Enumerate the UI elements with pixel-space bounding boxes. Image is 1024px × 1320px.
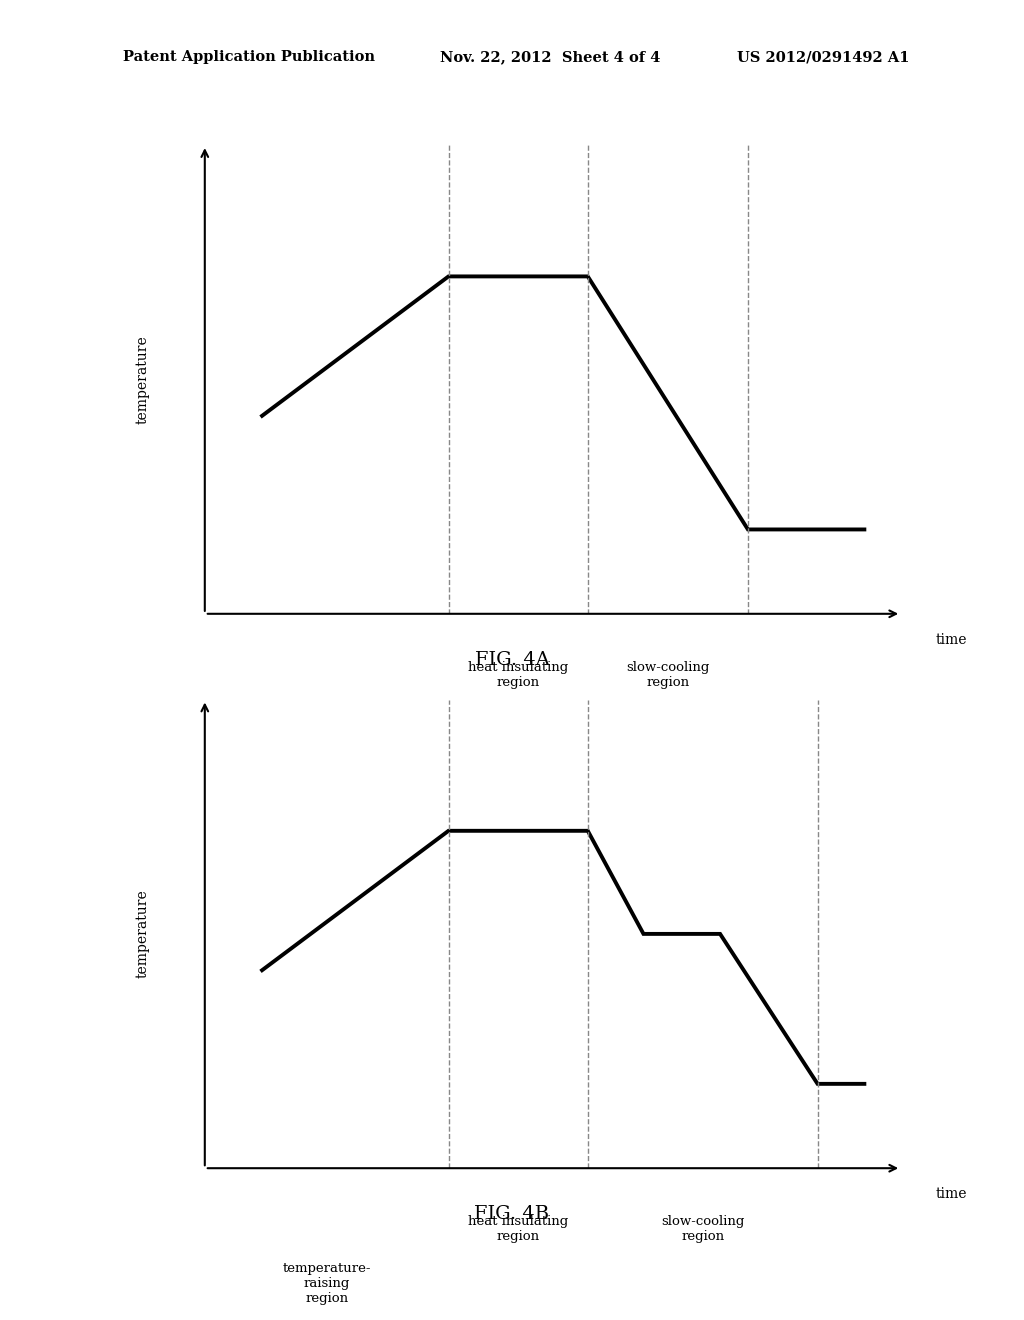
Text: heat insulating
region: heat insulating region: [468, 1214, 568, 1243]
Text: US 2012/0291492 A1: US 2012/0291492 A1: [737, 50, 909, 65]
Text: slow-cooling
region: slow-cooling region: [660, 1214, 744, 1243]
Text: time: time: [936, 1187, 968, 1201]
Text: time: time: [936, 632, 968, 647]
Text: temperature-
raising
region: temperature- raising region: [283, 708, 371, 751]
Text: FIG. 4A: FIG. 4A: [474, 651, 550, 669]
Text: temperature: temperature: [135, 890, 150, 978]
Text: Nov. 22, 2012  Sheet 4 of 4: Nov. 22, 2012 Sheet 4 of 4: [440, 50, 660, 65]
Text: slow-cooling
region: slow-cooling region: [626, 660, 710, 689]
Text: heat insulating
region: heat insulating region: [468, 660, 568, 689]
Text: temperature-
raising
region: temperature- raising region: [283, 1262, 371, 1305]
Text: FIG. 4B: FIG. 4B: [474, 1205, 550, 1224]
Text: temperature: temperature: [135, 335, 150, 424]
Text: Patent Application Publication: Patent Application Publication: [123, 50, 375, 65]
